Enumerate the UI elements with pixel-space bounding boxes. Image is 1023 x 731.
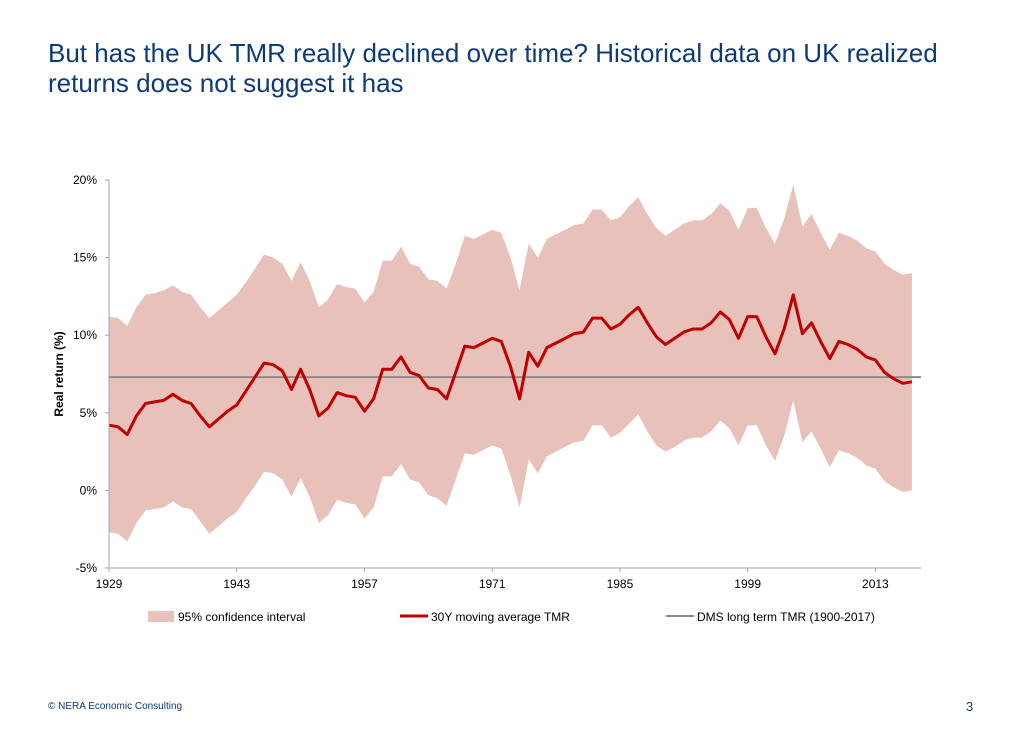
footer-copyright: © NERA Economic Consulting [48, 701, 183, 712]
legend-item-moving-average: 30Y moving average TMR [400, 610, 570, 624]
legend-swatch-band [148, 611, 174, 622]
y-tick-label: -5% [76, 561, 98, 575]
x-axis-ticks: 1929 1943 1957 1971 1985 1999 2013 [96, 568, 889, 591]
x-tick-label: 1985 [607, 577, 634, 591]
legend-label-band: 95% confidence interval [178, 610, 305, 624]
plot-area [108, 184, 921, 542]
moving-average-line [108, 293, 913, 436]
axes: -5% 0% 5% 10% 15% 20% 1929 1943 1957 1971 1985 199… [52, 173, 921, 591]
x-tick-label: 1943 [223, 577, 250, 591]
y-tick-label: 20% [73, 173, 97, 187]
y-tick-label: 5% [80, 406, 98, 420]
legend-label-reference: DMS long term TMR (1900-2017) [697, 610, 875, 624]
legend-label-line: 30Y moving average TMR [431, 610, 570, 624]
y-axis-label: Real return (%) [52, 331, 66, 416]
x-tick-label: 1999 [734, 577, 761, 591]
y-tick-label: 15% [73, 251, 97, 265]
legend-item-confidence-interval: 95% confidence interval [148, 610, 305, 624]
y-axis-ticks: -5% 0% 5% 10% 15% 20% [73, 173, 109, 575]
y-tick-label: 10% [73, 328, 97, 342]
slide-title: But has the UK TMR really declined over … [48, 38, 938, 98]
x-tick-label: 1929 [96, 577, 123, 591]
legend-item-dms: DMS long term TMR (1900-2017) [666, 610, 875, 624]
legend: 95% confidence interval 30Y moving avera… [148, 610, 875, 624]
x-tick-label: 2013 [862, 577, 889, 591]
page-number: 3 [966, 699, 974, 714]
x-tick-label: 1971 [479, 577, 506, 591]
x-tick-label: 1957 [351, 577, 378, 591]
y-tick-label: 0% [80, 483, 98, 497]
